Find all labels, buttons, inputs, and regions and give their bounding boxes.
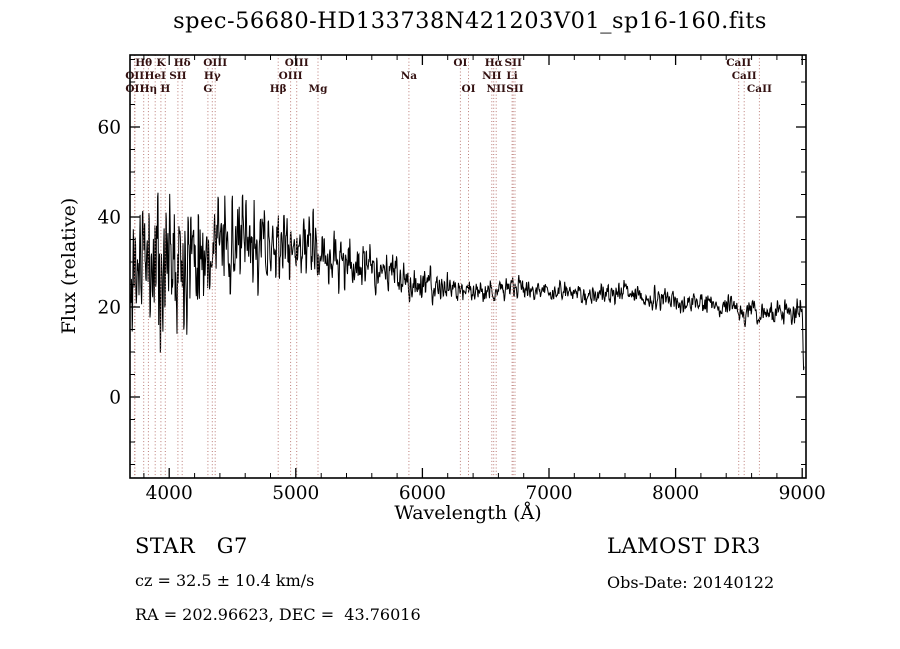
plot-border xyxy=(129,54,807,479)
x-tick-label: 6000 xyxy=(399,483,446,504)
y-tick-label: 20 xyxy=(97,298,121,319)
radial-velocity-text: cz = 32.5 ± 10.4 km/s xyxy=(135,571,315,590)
spectral-line-label: OIII xyxy=(285,57,309,69)
y-tick-label: 0 xyxy=(109,388,121,409)
spectral-line-label: Hη xyxy=(140,83,158,95)
spectral-line-label: OI xyxy=(453,57,467,69)
spectral-line-label: CaII xyxy=(732,70,757,82)
plot-title: spec-56680-HD133738N421203V01_sp16-160.f… xyxy=(173,8,767,34)
spectral-line-label: NII xyxy=(486,83,506,95)
y-axis-label: Flux (relative) xyxy=(58,197,80,335)
survey-release-text: LAMOST DR3 xyxy=(607,534,761,558)
ra-dec-text: RA = 202.96623, DEC = 43.76016 xyxy=(135,605,421,624)
x-tick-label: 7000 xyxy=(525,483,572,504)
spectrum-trace xyxy=(129,192,805,371)
spectral-line-label: Hα xyxy=(485,57,503,69)
spectral-line-label: OIII xyxy=(279,70,303,82)
classification-text: STAR G7 xyxy=(135,534,248,558)
spectral-line-label: Hθ xyxy=(135,57,152,69)
spectral-line-label: Hγ xyxy=(204,70,221,82)
spectral-line-label: SII xyxy=(504,57,521,69)
spectral-line-label: H xyxy=(160,83,170,95)
spectral-line-label: Mg xyxy=(309,83,329,95)
spectral-line-label: NII xyxy=(482,70,502,82)
x-tick-label: 8000 xyxy=(652,483,699,504)
obs-date-text: Obs-Date: 20140122 xyxy=(607,573,775,592)
x-tick-label: 5000 xyxy=(272,483,319,504)
spectral-line-label: CaII xyxy=(726,57,751,69)
spectral-line-label: OI xyxy=(461,83,475,95)
x-tick-label: 9000 xyxy=(779,483,826,504)
y-tick-label: 40 xyxy=(97,208,121,229)
spectral-line-label: K xyxy=(156,57,166,69)
spectral-line-label: CaII xyxy=(747,83,772,95)
spectral-line-label: OII xyxy=(125,70,144,82)
spectral-line-label: Hδ xyxy=(174,57,191,69)
spectral-line-label: SII xyxy=(506,83,523,95)
spectral-line-label: OIII xyxy=(203,57,227,69)
spectral-line-label: G xyxy=(203,83,212,95)
y-tick-label: 60 xyxy=(97,118,121,139)
x-axis-label: Wavelength (Å) xyxy=(394,502,542,524)
spectral-line-label: Na xyxy=(401,70,418,82)
spectral-line-label: HeI xyxy=(144,70,166,82)
spectral-line-label: Hβ xyxy=(270,83,287,95)
spectral-line-label: Li xyxy=(506,70,517,82)
spectral-line-label: SII xyxy=(169,70,186,82)
x-tick-label: 4000 xyxy=(146,483,193,504)
